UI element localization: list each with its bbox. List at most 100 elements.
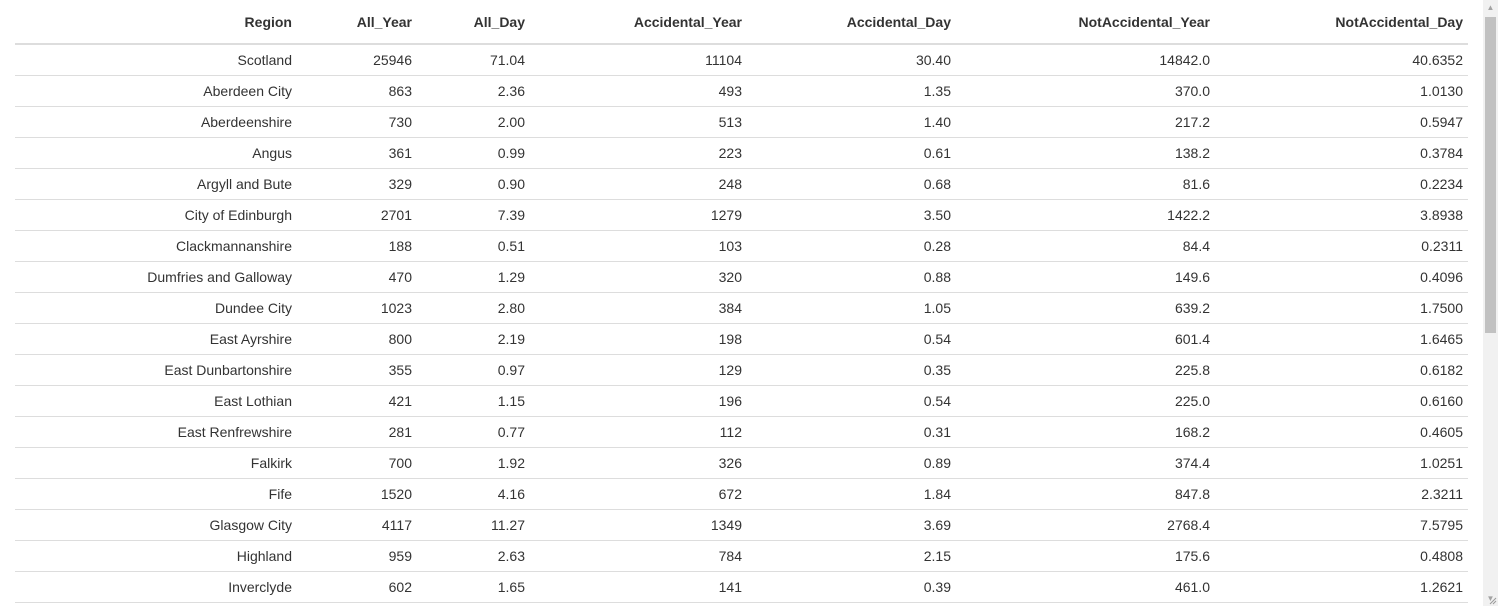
table-cell-notaccidental-day: 1.0251 — [1215, 447, 1468, 479]
table-cell-notaccidental-day: 0.6160 — [1215, 385, 1468, 417]
table-cell-all-day: 2.63 — [417, 540, 530, 572]
table-cell-all-year: 329 — [297, 168, 417, 200]
table-cell-all-year: 1023 — [297, 292, 417, 324]
table-cell-notaccidental-year: 217.2 — [956, 106, 1215, 138]
table-cell-accidental-day: 0.88 — [747, 261, 956, 293]
table-row: Aberdeen City 863 2.36 493 1.35 370.0 1.0130 — [15, 75, 1468, 107]
table-cell-accidental-day: 30.40 — [747, 44, 956, 76]
table-cell-notaccidental-day: 0.3784 — [1215, 137, 1468, 169]
table-row: Aberdeenshire 730 2.00 513 1.40 217.2 0.5947 — [15, 106, 1468, 138]
table-cell-notaccidental-year: 639.2 — [956, 292, 1215, 324]
table-cell-region: City of Edinburgh — [15, 199, 297, 231]
table-cell-notaccidental-year: 175.6 — [956, 540, 1215, 572]
table-cell-all-year: 959 — [297, 540, 417, 572]
table-cell-notaccidental-year: 461.0 — [956, 571, 1215, 603]
table-cell-notaccidental-year: 225.8 — [956, 354, 1215, 386]
table-body: Scotland 25946 71.04 11104 30.40 14842.0 40.63… — [15, 44, 1468, 603]
table-cell-all-year: 188 — [297, 230, 417, 262]
table-cell-all-day: 1.92 — [417, 447, 530, 479]
table-cell-all-year: 602 — [297, 571, 417, 603]
table-cell-accidental-day: 0.39 — [747, 571, 956, 603]
table-cell-notaccidental-day: 1.0130 — [1215, 75, 1468, 107]
column-header-notaccidental-day[interactable]: NotAccidental_Day — [1215, 0, 1468, 45]
table-cell-all-day: 71.04 — [417, 44, 530, 76]
table-cell-all-day: 0.99 — [417, 137, 530, 169]
table-cell-all-year: 281 — [297, 416, 417, 448]
table-cell-accidental-year: 141 — [530, 571, 747, 603]
table-cell-notaccidental-year: 84.4 — [956, 230, 1215, 262]
table-row: East Ayrshire 800 2.19 198 0.54 601.4 1.6465 — [15, 323, 1468, 355]
table-cell-all-day: 2.19 — [417, 323, 530, 355]
table-cell-all-day: 0.77 — [417, 416, 530, 448]
table-cell-accidental-day: 0.28 — [747, 230, 956, 262]
column-header-accidental-year[interactable]: Accidental_Year — [530, 0, 747, 45]
table-cell-region: Angus — [15, 137, 297, 169]
resize-grip-icon[interactable] — [1489, 597, 1497, 605]
vertical-scrollbar[interactable]: ▲ ▼ — [1483, 0, 1498, 606]
table-row: Falkirk 700 1.92 326 0.89 374.4 1.0251 — [15, 447, 1468, 479]
table-cell-notaccidental-day: 1.7500 — [1215, 292, 1468, 324]
table-cell-all-year: 1520 — [297, 478, 417, 510]
table-cell-accidental-year: 320 — [530, 261, 747, 293]
table-cell-notaccidental-year: 149.6 — [956, 261, 1215, 293]
table-cell-all-year: 25946 — [297, 44, 417, 76]
table-row: Inverclyde 602 1.65 141 0.39 461.0 1.2621 — [15, 571, 1468, 603]
table-cell-all-year: 470 — [297, 261, 417, 293]
table-cell-all-year: 355 — [297, 354, 417, 386]
table-cell-all-year: 361 — [297, 137, 417, 169]
table-row: Argyll and Bute 329 0.90 248 0.68 81.6 0.2234 — [15, 168, 1468, 200]
table-cell-region: Falkirk — [15, 447, 297, 479]
table-cell-notaccidental-year: 601.4 — [956, 323, 1215, 355]
table-cell-all-year: 421 — [297, 385, 417, 417]
table-cell-accidental-day: 0.31 — [747, 416, 956, 448]
table-cell-notaccidental-day: 0.4605 — [1215, 416, 1468, 448]
data-table-container: Region All_Year All_Day Accidental_Year Acci… — [15, 0, 1468, 603]
column-header-region[interactable]: Region — [15, 0, 297, 45]
table-cell-all-year: 863 — [297, 75, 417, 107]
column-header-accidental-day[interactable]: Accidental_Day — [747, 0, 956, 45]
data-table: Region All_Year All_Day Accidental_Year Acci… — [15, 0, 1468, 603]
scroll-up-arrow-icon[interactable]: ▲ — [1486, 3, 1495, 12]
scrollbar-thumb[interactable] — [1485, 17, 1496, 333]
table-cell-notaccidental-day: 2.3211 — [1215, 478, 1468, 510]
scroll-down-arrow-icon[interactable]: ▼ — [1486, 594, 1495, 603]
table-cell-accidental-day: 0.35 — [747, 354, 956, 386]
table-cell-notaccidental-day: 0.5947 — [1215, 106, 1468, 138]
table-cell-region: East Lothian — [15, 385, 297, 417]
column-header-notaccidental-year[interactable]: NotAccidental_Year — [956, 0, 1215, 45]
table-cell-notaccidental-year: 847.8 — [956, 478, 1215, 510]
table-cell-all-year: 730 — [297, 106, 417, 138]
table-cell-region: Aberdeenshire — [15, 106, 297, 138]
table-cell-accidental-year: 672 — [530, 478, 747, 510]
table-cell-accidental-day: 0.54 — [747, 323, 956, 355]
table-cell-all-year: 2701 — [297, 199, 417, 231]
table-cell-notaccidental-day: 7.5795 — [1215, 509, 1468, 541]
table-cell-notaccidental-day: 0.4096 — [1215, 261, 1468, 293]
table-row: Dumfries and Galloway 470 1.29 320 0.88 149.6… — [15, 261, 1468, 293]
table-cell-all-day: 0.90 — [417, 168, 530, 200]
table-cell-accidental-day: 0.61 — [747, 137, 956, 169]
table-cell-accidental-year: 248 — [530, 168, 747, 200]
table-cell-region: Glasgow City — [15, 509, 297, 541]
table-cell-all-day: 4.16 — [417, 478, 530, 510]
table-cell-region: Aberdeen City — [15, 75, 297, 107]
table-cell-accidental-day: 1.40 — [747, 106, 956, 138]
table-cell-accidental-year: 1349 — [530, 509, 747, 541]
table-cell-notaccidental-year: 225.0 — [956, 385, 1215, 417]
table-cell-all-year: 4117 — [297, 509, 417, 541]
table-row: Fife 1520 4.16 672 1.84 847.8 2.3211 — [15, 478, 1468, 510]
table-cell-region: Inverclyde — [15, 571, 297, 603]
column-header-all-year[interactable]: All_Year — [297, 0, 417, 45]
table-cell-accidental-year: 198 — [530, 323, 747, 355]
table-cell-notaccidental-year: 374.4 — [956, 447, 1215, 479]
table-row: East Dunbartonshire 355 0.97 129 0.35 225.8 0.… — [15, 354, 1468, 386]
table-cell-notaccidental-day: 0.4808 — [1215, 540, 1468, 572]
table-cell-all-day: 1.65 — [417, 571, 530, 603]
table-cell-notaccidental-year: 2768.4 — [956, 509, 1215, 541]
table-row: Scotland 25946 71.04 11104 30.40 14842.0 40.63… — [15, 44, 1468, 76]
table-cell-accidental-year: 493 — [530, 75, 747, 107]
table-cell-all-day: 2.80 — [417, 292, 530, 324]
table-cell-notaccidental-year: 14842.0 — [956, 44, 1215, 76]
column-header-all-day[interactable]: All_Day — [417, 0, 530, 45]
table-cell-all-day: 11.27 — [417, 509, 530, 541]
